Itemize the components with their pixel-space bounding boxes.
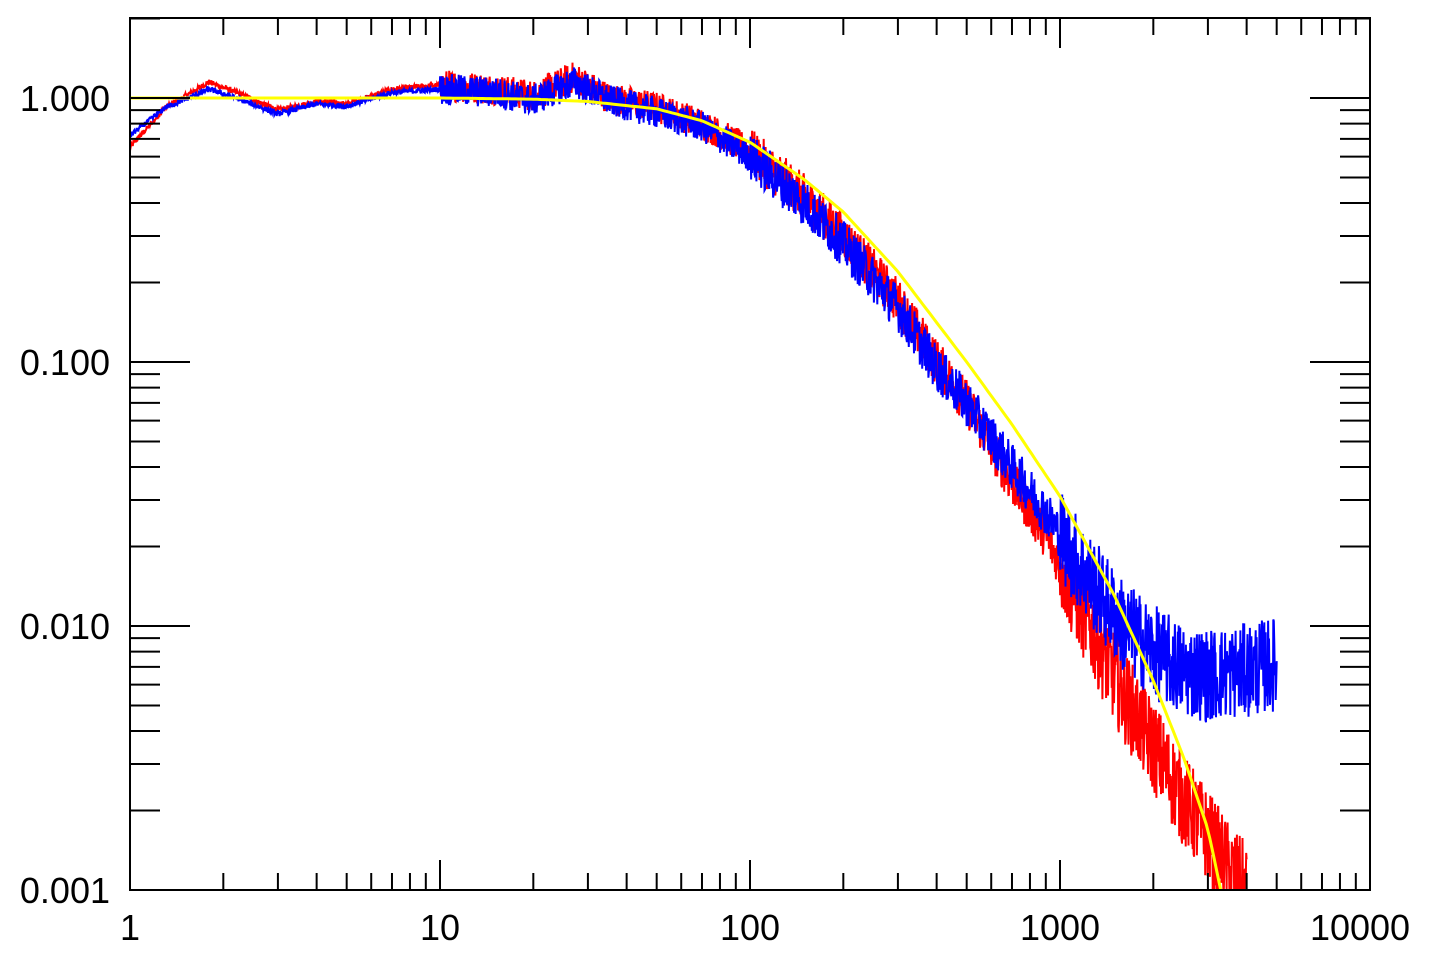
plot-frame — [129, 17, 1371, 891]
x-tick-label: 10 — [420, 907, 460, 948]
x-tick-label: 10000 — [1310, 907, 1410, 948]
y-tick-label: 0.010 — [20, 606, 110, 647]
blue-series-line — [129, 67, 1278, 723]
x-tick-label: 1000 — [1020, 907, 1100, 948]
x-tick-label: 1 — [120, 907, 140, 948]
series-layer — [129, 62, 1278, 891]
x-tick-label: 100 — [720, 907, 780, 948]
tick-labels-layer: 1 10 100 1000 10000 0.001 0.010 0.100 1.000 — [20, 78, 1410, 948]
yellow-fit-line — [130, 96, 1223, 891]
y-tick-label: 0.100 — [20, 342, 110, 383]
y-tick-label: 0.001 — [20, 870, 110, 911]
red-series-line — [129, 62, 1248, 891]
y-tick-label: 1.000 — [20, 78, 110, 119]
